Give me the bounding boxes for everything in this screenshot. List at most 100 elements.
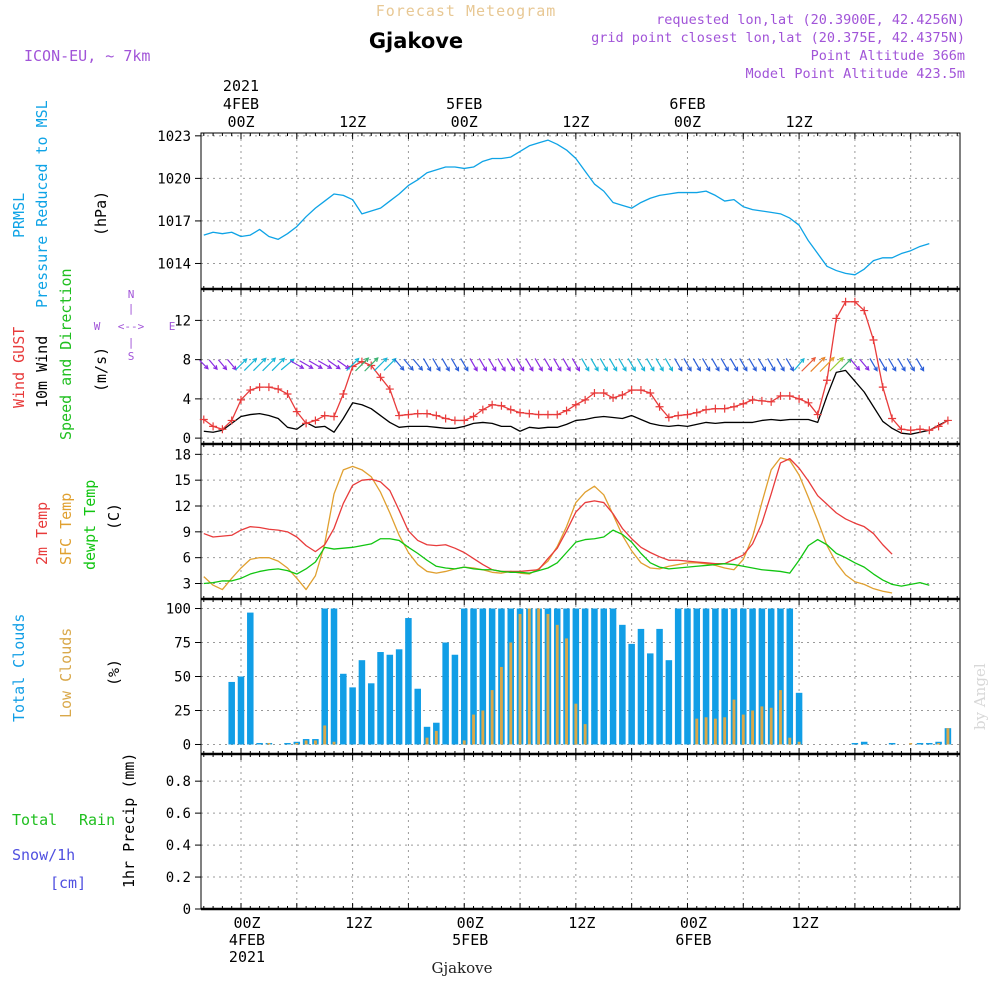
- total-cloud-bar: [656, 628, 663, 745]
- wind-direction-arrow: [460, 358, 469, 372]
- wind-gust-marker: [888, 414, 897, 423]
- location-title: Gjakove: [369, 29, 463, 53]
- total-cloud-bar: [758, 608, 766, 745]
- wind-direction-arrow: [627, 358, 636, 372]
- ytick-label-pressure: 1014: [157, 256, 191, 272]
- low-cloud-bar: [425, 737, 429, 745]
- wind-gust-marker: [469, 412, 478, 421]
- ytick-label-cloud: 50: [174, 670, 191, 686]
- ytick-label-temp: 12: [174, 499, 191, 515]
- total-cloud-bar: [786, 608, 794, 745]
- wind-direction-arrow: [785, 358, 794, 372]
- wind-gust-marker: [516, 408, 525, 417]
- bottom-time-label: 2021: [229, 948, 265, 966]
- wind-gust-marker: [804, 398, 813, 407]
- top-time-label: 12Z: [786, 113, 813, 131]
- wind-gust-marker: [860, 306, 869, 315]
- wind-direction-arrow: [217, 359, 228, 371]
- wind-gust-marker: [785, 391, 794, 400]
- total-cloud-bar: [479, 608, 487, 745]
- wind-gust-marker: [367, 361, 376, 370]
- total-cloud-bar: [284, 742, 291, 745]
- wind-gust-marker: [199, 415, 208, 424]
- cloud-label-low: Low Clouds: [57, 628, 75, 718]
- low-cloud-bar: [527, 608, 531, 745]
- wind-gust-marker: [767, 397, 776, 406]
- ytick-label-wind: 8: [183, 353, 191, 369]
- wind-gust-marker: [739, 399, 748, 408]
- wind-direction-arrow: [515, 358, 525, 372]
- wind-gust-marker: [618, 390, 627, 399]
- wind-gust-marker: [218, 425, 227, 434]
- total-cloud-bar: [488, 608, 496, 745]
- total-cloud-bar: [460, 608, 468, 745]
- low-cloud-bar: [462, 740, 466, 745]
- grid-point-coords: grid point closest lon,lat (20.375E, 42.…: [591, 30, 965, 46]
- wind-direction-arrow: [478, 358, 488, 372]
- panel-pressure: 1014 1017 1020 1023: [157, 129, 961, 290]
- wind-gust-marker: [590, 388, 599, 397]
- wind-direction-arrow: [562, 358, 571, 372]
- panels-layer: 1014101710201023048123691215180255075100…: [157, 129, 961, 918]
- bottom-location: Gjakove: [431, 959, 492, 977]
- cloud-labels: Total Clouds Low Clouds (%): [10, 614, 123, 722]
- total-cloud-bar: [405, 618, 412, 745]
- panel-precip: 0 0.2 0.4 0.6 0.8: [166, 753, 961, 918]
- wind-direction-arrow: [422, 358, 432, 372]
- low-cloud-bar: [797, 741, 801, 745]
- low-cloud-bar: [741, 714, 745, 745]
- ytick-label-cloud: 0: [183, 737, 191, 753]
- wind-gust-marker: [692, 408, 701, 417]
- model-label: ICON-EU, ~ 7km: [24, 47, 150, 65]
- wind-gust-marker: [776, 391, 785, 400]
- low-cloud-bar: [788, 737, 792, 745]
- top-time-label: 12Z: [339, 113, 366, 131]
- precip-labels: Total Rain Snow/1h [cm] 1hr Precip (mm): [12, 753, 138, 892]
- ytick-label-precip: 0.6: [166, 806, 191, 822]
- total-cloud-bar: [414, 688, 421, 745]
- wind-direction-arrow: [849, 358, 861, 371]
- wind-gust-marker: [925, 426, 934, 435]
- wind-direction-arrow: [829, 356, 844, 372]
- wind-gust-marker: [385, 385, 394, 394]
- low-cloud-bar: [574, 703, 578, 745]
- frame-pressure: [200, 132, 961, 290]
- total-cloud-bar: [256, 742, 263, 745]
- wind-gust-marker: [748, 395, 757, 404]
- pressure-label-unit: (hPa): [92, 191, 110, 236]
- bottom-time-label: 00Z: [457, 914, 484, 932]
- wind-direction-arrow: [543, 358, 553, 372]
- low-cloud-bar: [546, 613, 550, 745]
- low-cloud-bar: [481, 710, 485, 745]
- wind-direction-arrow: [711, 358, 720, 372]
- wind-direction-arrow: [383, 357, 397, 371]
- top-time-label: 12Z: [562, 113, 589, 131]
- bottom-time-label: 12Z: [792, 914, 819, 932]
- precip-label-unit: 1hr Precip (mm): [120, 753, 138, 888]
- wind-direction-arrow: [674, 358, 683, 372]
- wind-gust-marker: [841, 297, 850, 306]
- wind-direction-arrow: [346, 357, 360, 371]
- wind-gust-marker: [674, 411, 683, 420]
- ytick-label-pressure: 1023: [157, 129, 191, 145]
- compass-e: E: [169, 320, 176, 333]
- wind-gust-marker: [562, 406, 571, 415]
- wind-direction-arrow: [290, 360, 305, 369]
- wind-direction-arrow: [810, 356, 826, 372]
- wind-direction-arrow: [599, 358, 608, 372]
- total-cloud-bar: [321, 608, 328, 745]
- wind-gust-marker: [432, 411, 441, 420]
- wind-gust-marker: [943, 416, 952, 425]
- top-time-label: 6FEB: [669, 95, 705, 113]
- total-cloud-bar: [358, 660, 366, 745]
- wind-direction-arrow: [776, 358, 785, 372]
- watermark: by Angel: [971, 663, 989, 730]
- wind-direction-arrow: [801, 356, 816, 372]
- total-cloud-bar: [228, 681, 235, 745]
- model-altitude: Model Point Altitude 423.5m: [746, 66, 965, 82]
- wind-gust-marker: [413, 409, 422, 418]
- low-cloud-bar: [323, 725, 327, 745]
- wind-direction-arrow: [262, 357, 277, 372]
- wind-direction-arrow: [373, 357, 388, 372]
- bottom-time-label: 4FEB: [229, 931, 265, 949]
